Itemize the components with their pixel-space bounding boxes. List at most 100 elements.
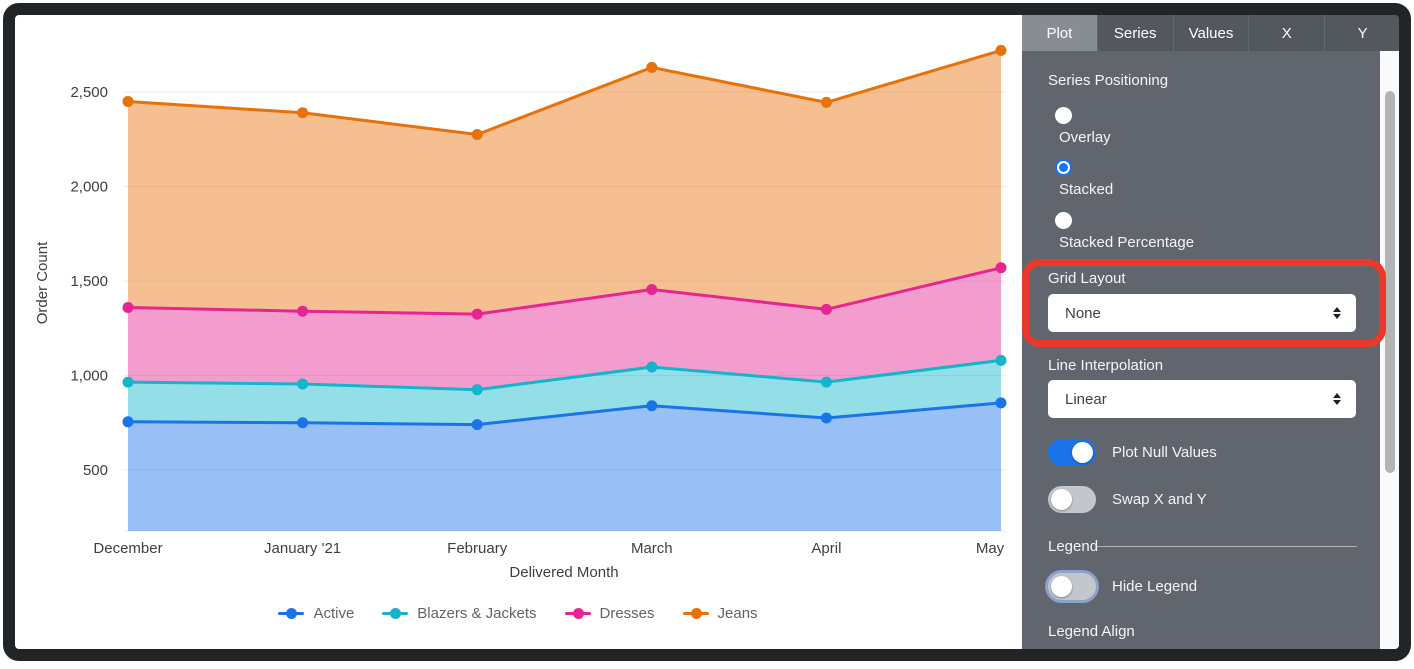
radio-stacked-percentage[interactable] bbox=[1055, 212, 1072, 229]
data-point[interactable] bbox=[471, 384, 483, 396]
panel-scrollbar-thumb[interactable] bbox=[1385, 91, 1395, 473]
data-point[interactable] bbox=[646, 400, 658, 412]
series-line-dresses bbox=[127, 266, 1002, 316]
select-arrows-icon bbox=[1333, 307, 1341, 319]
grid-layout-value: None bbox=[1065, 304, 1101, 322]
legend-align-label: Legend Align bbox=[1048, 623, 1135, 640]
data-point[interactable] bbox=[646, 61, 658, 73]
grid-layout-label: Grid Layout bbox=[1048, 270, 1126, 287]
swap-x-y-label: Swap X and Y bbox=[1112, 490, 1207, 508]
data-point[interactable] bbox=[122, 95, 134, 107]
y-axis-title: Order Count bbox=[34, 241, 51, 324]
radio-overlay-label: Overlay bbox=[1059, 129, 1111, 146]
y-tick-label: 2,000 bbox=[70, 179, 108, 196]
plot-null-values-toggle[interactable] bbox=[1048, 438, 1096, 466]
chart-canvas: 500 1,000 1,500 2,000 2,500 December January '… bbox=[14, 44, 1022, 626]
area-band-dresses bbox=[128, 267, 1001, 390]
x-tick-label: February bbox=[447, 540, 508, 557]
legend-marker-icon bbox=[682, 607, 709, 619]
x-tick-label: January '21 bbox=[264, 540, 341, 557]
data-point[interactable] bbox=[820, 303, 832, 315]
legend-marker-icon bbox=[382, 607, 409, 619]
legend-item-blazers-jackets[interactable]: Blazers & Jackets bbox=[382, 604, 537, 622]
x-tick-label: April bbox=[811, 540, 841, 557]
y-tick-label: 1,000 bbox=[70, 368, 108, 385]
area-band-active bbox=[128, 402, 1001, 531]
data-point[interactable] bbox=[297, 417, 309, 429]
section-divider bbox=[1095, 546, 1357, 547]
legend-section-header: Legend bbox=[1048, 538, 1099, 555]
line-interpolation-value: Linear bbox=[1065, 390, 1107, 408]
data-point[interactable] bbox=[297, 305, 309, 317]
tab-series[interactable]: Series bbox=[1098, 15, 1174, 51]
y-tick-label: 500 bbox=[83, 462, 108, 479]
line-interpolation-select[interactable]: Linear bbox=[1048, 380, 1356, 418]
radio-stacked-percentage-label: Stacked Percentage bbox=[1059, 234, 1195, 251]
settings-panel: Plot Series Values X Y Series Positionin… bbox=[1022, 15, 1400, 652]
tab-y[interactable]: Y bbox=[1357, 24, 1368, 42]
legend-label: Blazers & Jackets bbox=[417, 604, 537, 622]
stacked-area-chart: 500 1,000 1,500 2,000 2,500 December January '… bbox=[34, 44, 1007, 581]
data-point[interactable] bbox=[297, 378, 309, 390]
legend-label: Dresses bbox=[599, 604, 655, 622]
series-line-active bbox=[127, 401, 1002, 427]
legend-label: Active bbox=[313, 604, 355, 622]
radio-stacked-label: Stacked bbox=[1059, 181, 1114, 198]
chart-legend: Active Blazers & Jackets Dresses Jeans bbox=[14, 600, 1022, 626]
area-band-blazers-jackets bbox=[128, 360, 1001, 425]
plot-null-values-label: Plot Null Values bbox=[1112, 443, 1217, 461]
toggle-knob bbox=[1051, 575, 1072, 597]
hide-legend-toggle[interactable] bbox=[1048, 572, 1096, 600]
data-point[interactable] bbox=[122, 416, 134, 428]
data-point[interactable] bbox=[995, 44, 1007, 56]
legend-marker-icon bbox=[564, 607, 591, 619]
legend-label: Jeans bbox=[717, 604, 758, 622]
data-point[interactable] bbox=[820, 96, 832, 108]
data-point[interactable] bbox=[820, 412, 832, 424]
y-tick-label: 1,500 bbox=[70, 273, 108, 290]
swap-x-y-row: Swap X and Y bbox=[1048, 485, 1207, 513]
data-point[interactable] bbox=[820, 376, 832, 388]
panel-tab-bar: Plot Series Values X Y bbox=[1022, 15, 1400, 51]
tab-plot[interactable]: Plot bbox=[1022, 15, 1098, 51]
data-point[interactable] bbox=[471, 419, 483, 431]
data-point[interactable] bbox=[995, 354, 1007, 366]
x-tick-label: December bbox=[93, 540, 162, 557]
data-point[interactable] bbox=[122, 301, 134, 313]
data-point[interactable] bbox=[297, 107, 309, 119]
hide-legend-row: Hide Legend bbox=[1048, 572, 1197, 600]
data-point[interactable] bbox=[995, 262, 1007, 274]
area-band-jeans bbox=[128, 50, 1001, 315]
tab-x[interactable]: X bbox=[1249, 15, 1326, 51]
legend-item-jeans[interactable]: Jeans bbox=[682, 604, 758, 622]
legend-item-dresses[interactable]: Dresses bbox=[564, 604, 655, 622]
y-tick-label: 2,500 bbox=[70, 84, 108, 101]
select-arrows-icon bbox=[1333, 393, 1341, 405]
toggle-knob bbox=[1051, 488, 1072, 510]
x-axis-title: Delivered Month bbox=[509, 564, 618, 581]
tab-values[interactable]: Values bbox=[1174, 15, 1250, 51]
series-line-jeans bbox=[127, 48, 1002, 137]
data-point[interactable] bbox=[122, 376, 134, 388]
series-positioning-label: Series Positioning bbox=[1048, 72, 1169, 89]
panel-scrollbar-track[interactable] bbox=[1380, 51, 1400, 652]
legend-marker-icon bbox=[278, 607, 305, 619]
data-point[interactable] bbox=[646, 284, 658, 296]
grid-layout-select[interactable]: None bbox=[1048, 294, 1356, 332]
x-tick-label: March bbox=[631, 540, 673, 557]
line-interpolation-label: Line Interpolation bbox=[1048, 357, 1164, 374]
data-point[interactable] bbox=[995, 397, 1007, 409]
hide-legend-label: Hide Legend bbox=[1112, 577, 1198, 595]
series-line-blazers-jackets bbox=[127, 358, 1002, 392]
plot-null-values-row: Plot Null Values bbox=[1048, 438, 1217, 466]
x-tick-label: May bbox=[976, 540, 1005, 557]
data-point[interactable] bbox=[471, 129, 483, 141]
swap-x-y-toggle[interactable] bbox=[1048, 485, 1096, 513]
data-point[interactable] bbox=[646, 361, 658, 373]
legend-item-active[interactable]: Active bbox=[278, 605, 354, 622]
data-point[interactable] bbox=[471, 308, 483, 320]
toggle-knob bbox=[1072, 441, 1093, 463]
radio-overlay[interactable] bbox=[1055, 107, 1072, 124]
radio-stacked[interactable] bbox=[1055, 159, 1072, 176]
